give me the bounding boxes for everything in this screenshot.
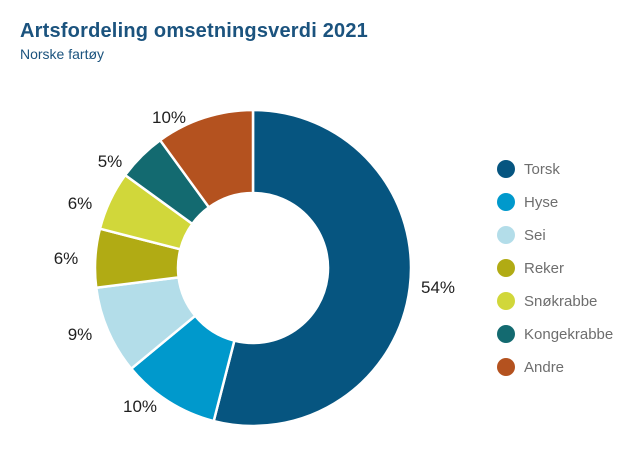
legend-swatch-torsk xyxy=(497,160,515,178)
legend-item-hyse[interactable]: Hyse xyxy=(497,193,613,211)
slice-percent-label-torsk: 54% xyxy=(421,278,455,297)
legend-swatch-snokrabbe xyxy=(497,292,515,310)
legend-item-torsk[interactable]: Torsk xyxy=(497,160,613,178)
chart-legend: Torsk Hyse Sei Reker Snøkrabbe Kongekrabbe And… xyxy=(497,160,613,376)
slice-percent-label-hyse: 10% xyxy=(123,397,157,416)
legend-label: Sei xyxy=(524,226,546,244)
chart-header: Artsfordeling omsetningsverdi 2021 Norsk… xyxy=(20,20,368,62)
legend-label: Torsk xyxy=(524,160,560,178)
legend-swatch-hyse xyxy=(497,193,515,211)
legend-swatch-andre xyxy=(497,358,515,376)
legend-label: Kongekrabbe xyxy=(524,325,614,343)
slice-percent-label-sei: 9% xyxy=(68,325,93,344)
slice-percent-label-snokrabbe: 6% xyxy=(68,194,93,213)
legend-label: Snøkrabbe xyxy=(524,292,598,310)
legend-swatch-kongekrabbe xyxy=(497,325,515,343)
legend-item-andre[interactable]: Andre xyxy=(497,358,613,376)
legend-swatch-reker xyxy=(497,259,515,277)
legend-swatch-sei xyxy=(497,226,515,244)
slice-percent-label-andre: 10% xyxy=(152,108,186,127)
chart-title: Artsfordeling omsetningsverdi 2021 xyxy=(20,20,369,42)
donut-slice-andre[interactable] xyxy=(158,108,255,209)
legend-label: Andre xyxy=(524,358,565,376)
legend-item-snokrabbe[interactable]: Snøkrabbe xyxy=(497,292,613,310)
legend-item-kongekrabbe[interactable]: Kongekrabbe xyxy=(497,325,613,343)
legend-item-reker[interactable]: Reker xyxy=(497,259,613,277)
slice-percent-label-kongekrabbe: 5% xyxy=(98,152,123,171)
legend-label: Reker xyxy=(524,259,565,277)
slice-percent-label-reker: 6% xyxy=(54,249,79,268)
donut-slice-torsk[interactable] xyxy=(212,108,413,428)
legend-item-sei[interactable]: Sei xyxy=(497,226,613,244)
legend-label: Hyse xyxy=(524,193,559,211)
chart-subtitle: Norske fartøy xyxy=(20,46,105,62)
